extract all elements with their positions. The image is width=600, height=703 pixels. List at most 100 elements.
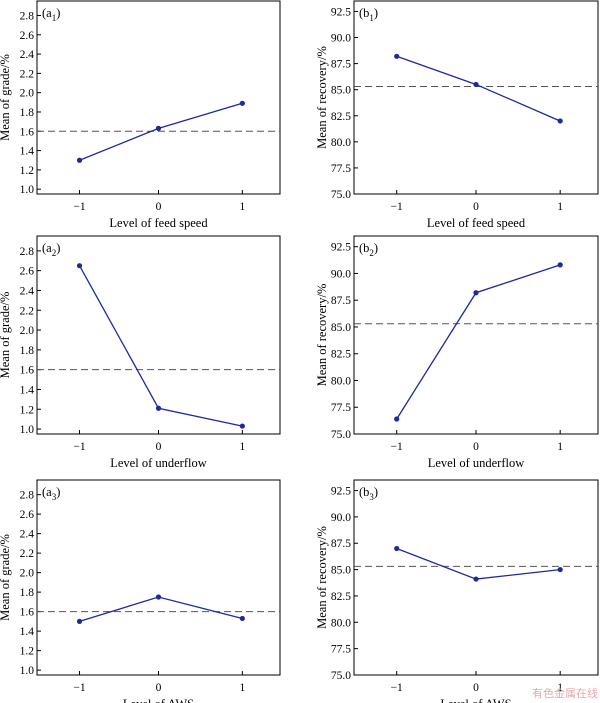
series-line (396, 547, 561, 580)
x-tick-label: −1 (73, 682, 85, 694)
y-axis-label: Mean of recovery/% (315, 284, 329, 387)
series-line (396, 55, 561, 122)
y-tick-label: 77.5 (331, 163, 351, 175)
y-tick-label: 2.8 (20, 490, 35, 502)
y-tick-label: 2.4 (20, 285, 35, 297)
x-tick-label: 1 (239, 682, 245, 694)
data-point (557, 262, 563, 268)
y-tick-label: 85.0 (331, 85, 351, 97)
data-point (394, 545, 400, 552)
data-point (394, 416, 400, 422)
data-point (155, 125, 162, 131)
y-tick-label: 2.8 (20, 10, 35, 22)
panel-b3: 75.0 77.5 80.0 82.5 85.0 87.5 90.0 92.5 −1 0 1 Leve… (315, 479, 599, 703)
y-tick-label: 1.8 (20, 107, 35, 119)
y-tick-label: 75.0 (331, 429, 351, 441)
data-point (473, 576, 479, 582)
y-tick-label: 90.0 (331, 33, 351, 45)
panel-label: (a1) (42, 6, 60, 23)
panel-label: (a2) (42, 241, 60, 258)
data-point (473, 290, 479, 296)
y-tick-label: 87.5 (331, 59, 351, 71)
x-axis-label: Level of underflow (110, 456, 207, 470)
x-axis-label: Level of underflow (428, 456, 525, 470)
y-tick-label: 2.6 (20, 509, 35, 521)
y-tick-label: 2.8 (20, 246, 35, 258)
panel-a1: 1.0 1.2 1.4 1.6 1.8 2.0 2.2 2.4 2.6 2.8 −1 0 1 Level … (0, 0, 281, 230)
panel-b1: 75.0 77.5 80.0 82.5 85.0 87.5 90.0 92.5 −1 0 1 Leve… (315, 0, 599, 230)
y-tick-label: 2.4 (20, 49, 35, 61)
y-tick-label: 75.0 (331, 670, 351, 682)
y-tick-label: 2.6 (20, 30, 35, 42)
y-tick-label: 85.0 (331, 565, 351, 577)
series-line (78, 265, 243, 427)
series-line (396, 264, 561, 420)
plot-frame (36, 479, 281, 676)
data-point (239, 100, 245, 106)
y-tick-label: 87.5 (331, 295, 351, 307)
y-tick-label: 82.5 (331, 591, 351, 603)
x-tick-label: 0 (473, 441, 479, 453)
x-axis-label: Level of feed speed (109, 216, 208, 230)
x-tick-label: 0 (473, 682, 479, 694)
y-tick-label: 77.5 (331, 644, 351, 656)
y-tick-label: 80.0 (331, 617, 351, 629)
x-axis-label: Level of AWS (440, 697, 511, 703)
y-tick-label: 2.4 (20, 529, 35, 541)
y-tick-label: 2.2 (20, 68, 35, 80)
y-tick-label: 90.0 (331, 268, 351, 280)
x-tick-label: 0 (156, 441, 162, 453)
y-tick-label: 85.0 (331, 322, 351, 334)
y-tick-label: 80.0 (331, 137, 351, 149)
x-tick-label: 0 (156, 201, 162, 213)
y-tick-label: 92.5 (331, 6, 351, 18)
y-tick-label: 1.2 (20, 165, 35, 177)
y-tick-label: 1.4 (20, 146, 35, 158)
y-tick-label: 1.4 (20, 626, 35, 638)
panel-label: (b1) (359, 6, 378, 23)
panel-b2: 75.0 77.5 80.0 82.5 85.0 87.5 90.0 92.5 −1 0 1 Leve… (315, 235, 599, 470)
data-point (473, 81, 479, 88)
x-tick-label: 1 (557, 201, 563, 213)
panel-a3: 1.0 1.2 1.4 1.6 1.8 2.0 2.2 2.4 2.6 2.8 −1 0 1 Level … (0, 479, 281, 703)
plot-frame (353, 0, 599, 195)
x-axis-label: Level of AWS (123, 697, 194, 703)
data-point (557, 566, 563, 573)
y-tick-label: 90.0 (331, 512, 351, 524)
y-tick-label: 80.0 (331, 375, 351, 387)
y-tick-label: 75.0 (331, 189, 351, 201)
data-point (155, 405, 162, 411)
y-tick-label: 1.2 (20, 404, 35, 416)
y-tick-label: 1.4 (20, 384, 35, 396)
y-tick-label: 1.0 (20, 665, 35, 677)
data-point (76, 618, 83, 624)
data-point (76, 157, 83, 163)
panel-label: (b3) (359, 485, 378, 502)
y-tick-label: 2.6 (20, 266, 35, 278)
x-tick-label: −1 (391, 441, 403, 453)
y-axis-label: Mean of grade/% (0, 54, 12, 141)
plot-frame (36, 235, 281, 435)
x-tick-label: 0 (473, 201, 479, 213)
data-point (76, 263, 83, 269)
y-tick-label: 82.5 (331, 349, 351, 361)
y-axis-label: Mean of grade/% (0, 292, 12, 379)
panel-label: (b2) (359, 241, 378, 258)
y-tick-label: 2.0 (20, 325, 35, 337)
x-tick-label: −1 (73, 201, 85, 213)
data-point (557, 118, 563, 124)
panel-label: (a3) (42, 485, 60, 502)
plot-frame (36, 0, 281, 195)
y-tick-label: 82.5 (331, 111, 351, 123)
y-tick-label: 2.0 (20, 568, 35, 580)
y-axis-label: Mean of grade/% (0, 534, 12, 621)
y-tick-label: 1.6 (20, 607, 35, 619)
x-tick-label: 1 (239, 441, 245, 453)
y-tick-label: 1.0 (20, 424, 35, 436)
y-tick-label: 1.2 (20, 646, 35, 658)
y-tick-label: 1.0 (20, 184, 35, 196)
x-axis-label: Level of feed speed (427, 216, 526, 230)
x-tick-label: −1 (391, 682, 403, 694)
x-tick-label: 0 (156, 682, 162, 694)
